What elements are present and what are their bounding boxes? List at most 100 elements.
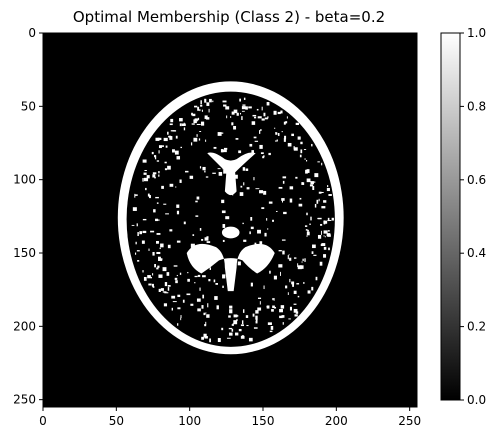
colorbar — [440, 32, 461, 401]
speckle — [190, 303, 194, 306]
speckle — [198, 138, 201, 141]
speckle — [170, 118, 174, 123]
speckle — [311, 143, 313, 147]
speckle — [203, 312, 206, 316]
speckle — [169, 123, 173, 126]
x-tick-label: 50 — [109, 414, 124, 428]
speckle — [179, 179, 182, 183]
speckle — [212, 100, 214, 103]
speckle — [242, 222, 244, 225]
speckle — [246, 187, 250, 190]
speckle — [309, 223, 311, 225]
y-tick-label: 250 — [13, 393, 36, 407]
speckle — [243, 182, 245, 186]
speckle — [274, 127, 276, 129]
speckle — [260, 152, 264, 155]
speckle — [282, 250, 285, 255]
speckle — [314, 173, 319, 178]
colorbar-tick-label: 0.2 — [467, 320, 486, 334]
speckle — [314, 203, 317, 208]
speckle — [260, 129, 262, 132]
speckle — [289, 198, 293, 203]
speckle — [321, 243, 326, 246]
speckle — [164, 161, 167, 164]
speckle — [267, 228, 269, 230]
speckle — [176, 210, 180, 215]
speckle — [187, 278, 190, 282]
speckle — [209, 338, 211, 343]
speckle — [174, 150, 179, 155]
ventricle-upper — [207, 152, 256, 196]
speckle — [266, 305, 270, 309]
speckle — [241, 320, 244, 325]
speckle — [269, 330, 273, 333]
speckle — [196, 252, 198, 256]
speckle — [143, 276, 147, 281]
speckle — [196, 123, 201, 125]
speckle — [147, 193, 150, 197]
speckle — [223, 147, 228, 150]
speckle — [200, 121, 205, 126]
speckle — [294, 314, 298, 317]
speckle — [310, 216, 312, 221]
speckle — [180, 315, 182, 319]
speckle — [291, 281, 295, 285]
speckle — [270, 325, 274, 330]
speckle — [213, 279, 216, 283]
colorbar-tick-label: 0.6 — [467, 173, 486, 187]
speckle — [194, 275, 198, 278]
speckle — [262, 156, 265, 159]
speckle — [215, 283, 218, 285]
speckle — [199, 287, 201, 291]
speckle — [158, 174, 160, 177]
speckle — [167, 244, 171, 249]
speckle — [205, 321, 207, 325]
speckle — [211, 246, 215, 250]
speckle — [196, 196, 200, 200]
x-axis: 0 50 100 150 200 250 — [39, 407, 421, 428]
speckle — [297, 263, 299, 268]
speckle — [167, 285, 171, 287]
speckle — [278, 250, 282, 252]
speckle — [156, 233, 161, 235]
x-tick-label: 250 — [398, 414, 421, 428]
speckle — [209, 267, 212, 270]
speckle — [229, 305, 233, 309]
speckle — [217, 132, 222, 136]
speckle — [292, 283, 294, 287]
speckle — [169, 229, 173, 232]
speckle — [161, 185, 164, 189]
speckle — [239, 98, 242, 102]
speckle — [171, 307, 174, 311]
speckle — [274, 140, 278, 142]
speckle — [235, 332, 239, 336]
speckle — [200, 100, 202, 105]
speckle — [181, 123, 186, 127]
speckle — [255, 320, 258, 324]
speckle — [197, 308, 201, 312]
speckle — [253, 177, 255, 181]
speckle — [176, 204, 180, 208]
speckle — [241, 335, 244, 339]
y-tick-label: 50 — [21, 99, 36, 113]
speckle — [304, 258, 306, 262]
y-axis: 0 50 100 150 200 250 — [13, 26, 43, 407]
speckle — [206, 314, 210, 318]
speckle — [189, 175, 194, 179]
speckle — [229, 309, 233, 314]
speckle — [304, 225, 308, 227]
speckle — [242, 309, 245, 313]
speckle — [162, 267, 167, 272]
speckle — [177, 294, 181, 297]
speckle — [157, 137, 162, 141]
speckle — [147, 275, 151, 279]
speckle — [328, 247, 330, 251]
speckle — [254, 140, 259, 142]
speckle — [323, 254, 327, 258]
speckle — [145, 187, 147, 191]
speckle — [159, 247, 161, 250]
speckle — [268, 201, 273, 204]
speckle — [134, 194, 138, 196]
speckle — [238, 150, 242, 154]
speckle — [146, 175, 150, 179]
